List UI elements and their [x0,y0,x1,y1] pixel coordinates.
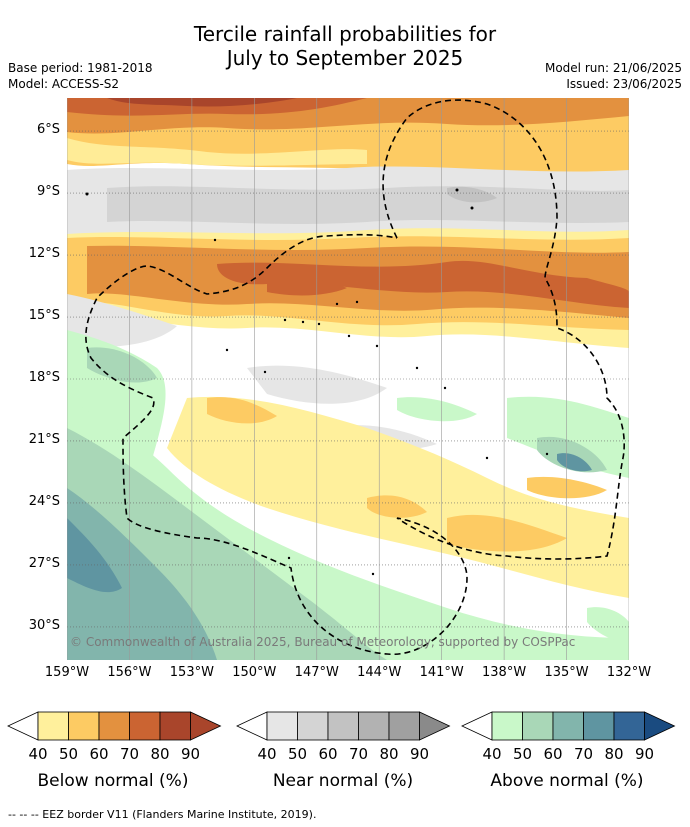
meta-right: Model run: 21/06/2025 Issued: 23/06/2025 [545,60,682,92]
colorbar-tick-label: 70 [119,745,140,763]
latitude-label: 9°S [36,184,60,200]
colorbar-extend-left [236,711,268,741]
colorbar-segment [98,711,130,741]
colorbar-tick-label: 50 [58,745,79,763]
colorbar-tick-label: 60 [89,745,109,763]
colorbar-segment [583,711,615,741]
longitude-label: 153°W [169,665,214,680]
page-title: Tercile rainfall probabilities for July … [0,22,690,70]
longitude-label: 138°W [482,665,527,680]
latitude-label: 6°S [36,122,60,138]
longitude-label: 135°W [544,665,589,680]
colorbar-segment [358,711,390,741]
colorbar-segment [297,711,329,741]
colorbar-tick-label: 40 [257,745,277,763]
colorbar-tick-label: 80 [150,745,170,763]
model-name: Model: ACCESS-S2 [8,77,120,91]
below-normal-title: Below normal (%) [37,771,189,791]
longitude-label: 156°W [107,665,152,680]
colorbar-below-normal [7,711,222,741]
longitude-label: 141°W [419,665,464,680]
above-normal-title: Above normal (%) [490,771,644,791]
colorbar-tick-label: 90 [634,745,655,763]
eez-footnote: -- -- -- EEZ border V11 (Flanders Marine… [8,808,317,821]
probability-fill-layer [67,98,629,660]
colorbar-tick-label: 90 [409,745,430,763]
base-period: Base period: 1981-2018 [8,61,153,75]
issued-date: Issued: 23/06/2025 [566,77,682,91]
colorbar-segment [37,711,69,741]
longitude-label: 132°W [606,665,652,680]
colorbar-extend-right [644,711,676,741]
title-line-2: July to September 2025 [226,46,464,70]
colorbar-segment [552,711,584,741]
colorbar-segment [327,711,359,741]
colorbar-extend-left [461,711,493,741]
colorbar-tick-label: 80 [379,745,399,763]
colorbar-segment [388,711,420,741]
eez-borders [85,99,625,655]
copyright-notice: © Commonwealth of Australia 2025, Bureau… [70,635,575,649]
colorbar-segment [266,711,298,741]
colorbar-tick-label: 50 [512,745,533,763]
latitude-label: 30°S [28,617,60,633]
colorbar-segment [613,711,645,741]
colorbar-tick-label: 40 [482,745,502,763]
colorbar-segment [129,711,161,741]
colorbar-tick-label: 70 [348,745,369,763]
colorbar-extend-right [419,711,451,741]
island-markers [85,188,549,576]
latitude-label: 12°S [28,246,60,262]
colorbar-tick-label: 40 [28,745,48,763]
meta-left: Base period: 1981-2018 Model: ACCESS-S2 [8,60,153,92]
latitude-label: 15°S [28,308,60,323]
latitude-label: 24°S [28,493,60,509]
latitude-label: 27°S [28,555,60,571]
title-line-1: Tercile rainfall probabilities for [193,22,497,46]
colorbar-near-normal [236,711,451,741]
colorbar-above-normal [461,711,676,741]
colorbar-segment [491,711,523,741]
colorbar-segment [68,711,100,741]
latitude-label: 18°S [28,370,60,385]
colorbar-extend-left [7,711,39,741]
map-gridlines [67,98,629,660]
colorbar-tick-label: 60 [318,745,338,763]
colorbar-tick-label: 70 [573,745,594,763]
colorbar-segment [522,711,554,741]
colorbar-tick-label: 50 [287,745,308,763]
model-run: Model run: 21/06/2025 [544,61,682,75]
colorbar-extend-right [190,711,222,741]
longitude-label: 144°W [357,665,402,680]
colorbar-tick-label: 60 [543,745,563,763]
longitude-label: 159°W [44,665,90,680]
colorbar-tick-label: 90 [180,745,201,763]
colorbar-segment [159,711,191,741]
colorbar-legend [7,711,676,741]
rainfall-probability-map: © Commonwealth of Australia 2025, Bureau… [67,98,629,660]
latitude-label: 21°S [28,431,60,447]
near-normal-title: Near normal (%) [272,771,414,791]
longitude-label: 150°W [232,665,277,680]
longitude-label: 147°W [294,665,339,680]
colorbar-tick-label: 80 [604,745,624,763]
